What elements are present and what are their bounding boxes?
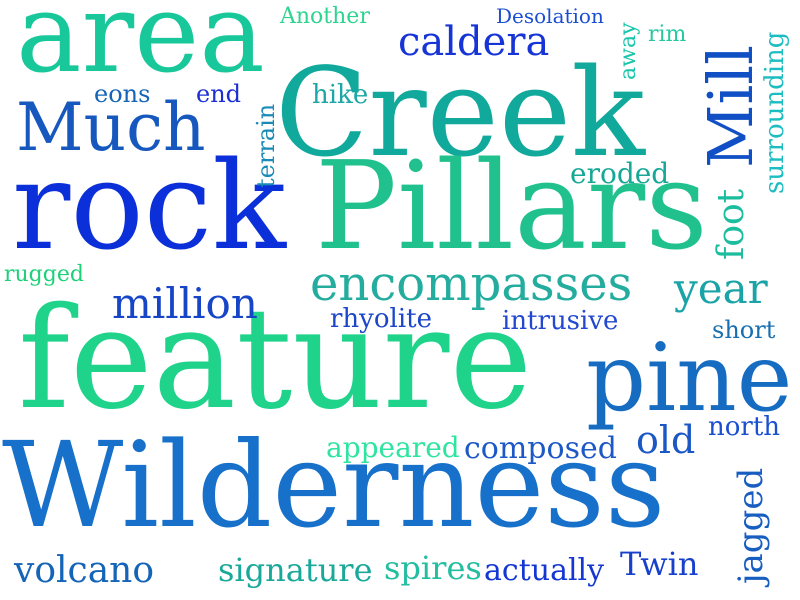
word-twin: Twin [620, 545, 699, 583]
word-away: away [616, 22, 641, 81]
word-million: million [112, 279, 258, 328]
word-surrounding: surrounding [760, 31, 790, 194]
word-old: old [636, 418, 696, 462]
word-area: area [16, 0, 265, 97]
word-jagged: jagged [731, 467, 771, 584]
word-rim: rim [648, 22, 687, 47]
word-rock: rock [12, 135, 287, 277]
word-pillars: Pillars [315, 135, 708, 277]
word-eons: eons [94, 80, 151, 108]
word-end: end [196, 80, 242, 108]
word-terrain: terrain [252, 103, 280, 188]
word-spires: spires [384, 549, 482, 587]
word-rhyolite: rhyolite [330, 304, 432, 334]
word-hike: hike [312, 80, 369, 110]
word-foot: foot [711, 188, 752, 260]
word-pine: pine [586, 324, 793, 433]
word-appeared: appeared [326, 431, 460, 464]
word-actually: actually [484, 553, 605, 588]
word-much: Much [16, 89, 206, 166]
word-encompasses: encompasses [310, 256, 633, 312]
word-another: Another [280, 4, 370, 29]
word-creek: Creek [275, 42, 645, 184]
word-volcano: volcano [14, 550, 155, 591]
word-composed: composed [464, 431, 617, 466]
word-signature: signature [218, 551, 373, 589]
word-year: year [674, 264, 768, 313]
word-rugged: rugged [4, 262, 84, 287]
word-mill: Mill [694, 45, 767, 168]
word-feature: feature [18, 278, 533, 441]
word-wilderness: Wilderness [2, 416, 666, 554]
word-short: short [712, 316, 776, 344]
word-desolation: Desolation [496, 4, 604, 28]
word-intrusive: intrusive [502, 306, 619, 336]
word-north: north [708, 412, 781, 442]
word-eroded: eroded [570, 157, 670, 190]
word-caldera: caldera [398, 19, 550, 65]
